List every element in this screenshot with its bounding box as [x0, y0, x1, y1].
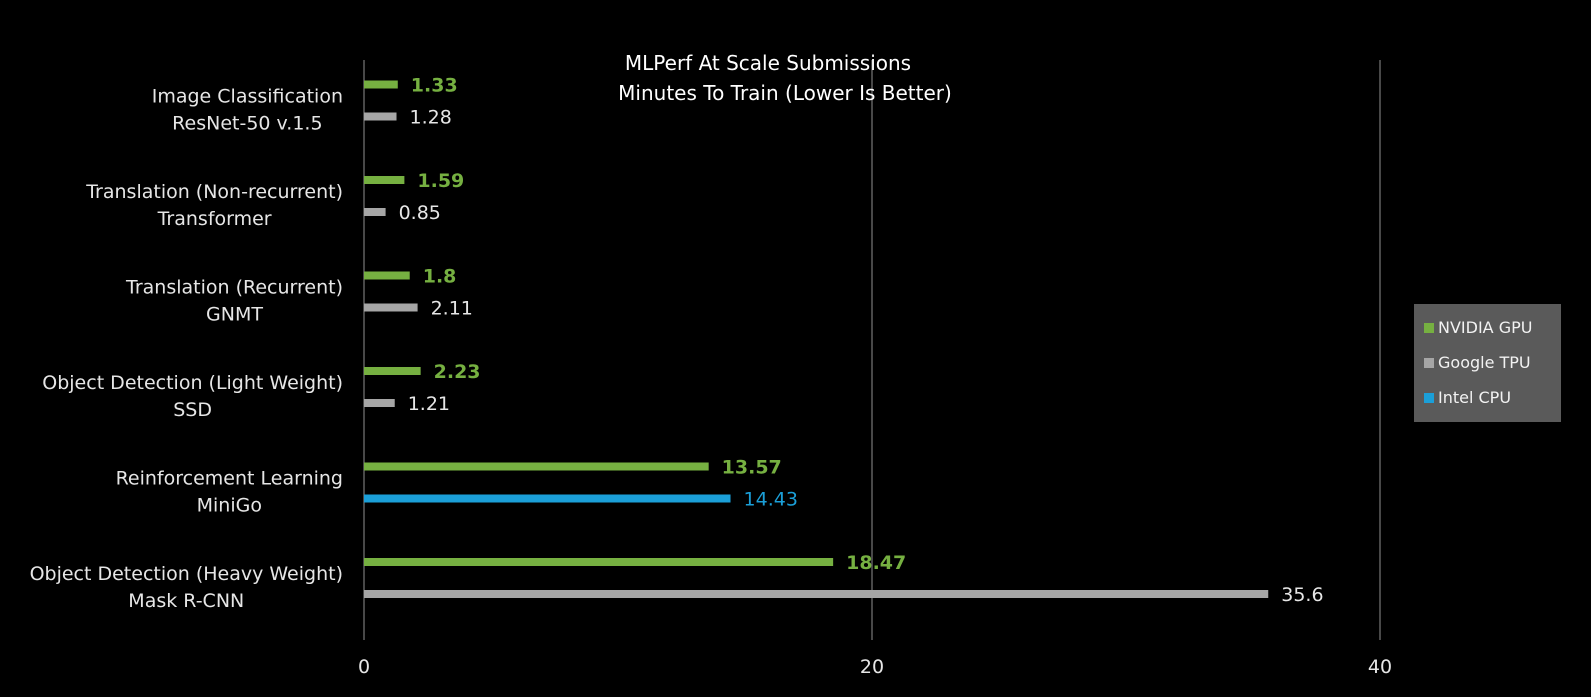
- bar-nvidia-gpu-ssd: [364, 367, 421, 375]
- category-label-ssd-line2: SSD: [173, 399, 212, 421]
- category-label-minigo-line2: MiniGo: [197, 495, 262, 517]
- category-label-mask-r-cnn-line1: Object Detection (Heavy Weight): [30, 563, 343, 585]
- category-label-minigo-line1: Reinforcement Learning: [116, 468, 343, 490]
- bar-nvidia-gpu-mask-r-cnn: [364, 558, 834, 566]
- bar-intel-cpu-minigo: [364, 494, 731, 503]
- legend-label: Google TPU: [1438, 353, 1531, 372]
- bar-nvidia-gpu-minigo: [364, 462, 709, 471]
- category-label-mask-r-cnn-line2: Mask R-CNN: [128, 590, 244, 612]
- legend-swatch: [1424, 357, 1434, 368]
- category-labels: Image Classification ResNet-50 v.1.5 Trans…: [30, 86, 343, 613]
- chart-title-line1: MLPerf At Scale Submissions: [625, 51, 911, 75]
- legend-item-google-tpu: Google TPU: [1424, 345, 1561, 380]
- category-label-resnet-50-v-1-5-line1: Image Classification: [152, 86, 343, 108]
- value-label-nvidia-gpu-transformer: 1.59: [417, 170, 464, 192]
- category-label-gnmt-line2: GNMT: [206, 304, 263, 326]
- value-label-google-tpu-resnet-50-v-1-5: 1.28: [410, 107, 452, 129]
- bar-google-tpu-ssd: [364, 399, 395, 407]
- value-label-nvidia-gpu-resnet-50-v-1-5: 1.33: [411, 75, 458, 97]
- bar-google-tpu-transformer: [364, 208, 386, 216]
- value-labels: 1.33 1.28 1.59 0.85 1.8 2.11 2.23 1.21 13.57 14.4…: [399, 75, 1324, 607]
- x-tick-label-20: 20: [860, 656, 884, 678]
- bars: [364, 80, 1269, 598]
- value-label-google-tpu-mask-r-cnn: 35.6: [1281, 584, 1323, 606]
- legend-label: NVIDIA GPU: [1438, 318, 1533, 337]
- chart-subtitle: Minutes To Train (Lower Is Better): [618, 81, 952, 105]
- x-axis-ticks: 0 20 40: [358, 656, 1392, 678]
- bar-google-tpu-resnet-50-v-1-5: [364, 112, 397, 121]
- value-label-google-tpu-transformer: 0.85: [399, 202, 441, 224]
- bar-nvidia-gpu-gnmt: [364, 271, 410, 280]
- chart-title: MLPerf At Scale Submissions Minutes To T…: [618, 51, 952, 105]
- bar-google-tpu-mask-r-cnn: [364, 590, 1269, 598]
- category-label-transformer-line2: Transformer: [157, 208, 272, 230]
- legend: NVIDIA GPU Google TPU Intel CPU: [1414, 304, 1561, 422]
- category-label-resnet-50-v-1-5-line2: ResNet-50 v.1.5: [172, 113, 322, 135]
- bar-google-tpu-gnmt: [364, 303, 418, 312]
- legend-item-nvidia-gpu: NVIDIA GPU: [1424, 310, 1561, 345]
- value-label-nvidia-gpu-minigo: 13.57: [722, 457, 782, 479]
- category-label-transformer-line1: Translation (Non-recurrent): [85, 181, 343, 203]
- bar-nvidia-gpu-transformer: [364, 176, 405, 184]
- gridlines: [363, 60, 1381, 640]
- value-label-google-tpu-ssd: 1.21: [408, 393, 450, 415]
- x-tick-label-0: 0: [358, 656, 370, 678]
- bar-nvidia-gpu-resnet-50-v-1-5: [364, 80, 398, 89]
- legend-label: Intel CPU: [1438, 388, 1512, 407]
- value-label-nvidia-gpu-ssd: 2.23: [434, 361, 481, 383]
- legend-swatch: [1424, 322, 1434, 333]
- legend-swatch: [1424, 392, 1434, 403]
- value-label-google-tpu-gnmt: 2.11: [431, 298, 473, 320]
- x-tick-label-40: 40: [1368, 656, 1392, 678]
- category-label-ssd-line1: Object Detection (Light Weight): [42, 372, 343, 394]
- legend-item-intel-cpu: Intel CPU: [1424, 380, 1561, 415]
- value-label-nvidia-gpu-gnmt: 1.8: [423, 266, 457, 288]
- value-label-intel-cpu-minigo: 14.43: [744, 489, 798, 511]
- category-label-gnmt-line1: Translation (Recurrent): [125, 277, 343, 299]
- value-label-nvidia-gpu-mask-r-cnn: 18.47: [846, 552, 906, 574]
